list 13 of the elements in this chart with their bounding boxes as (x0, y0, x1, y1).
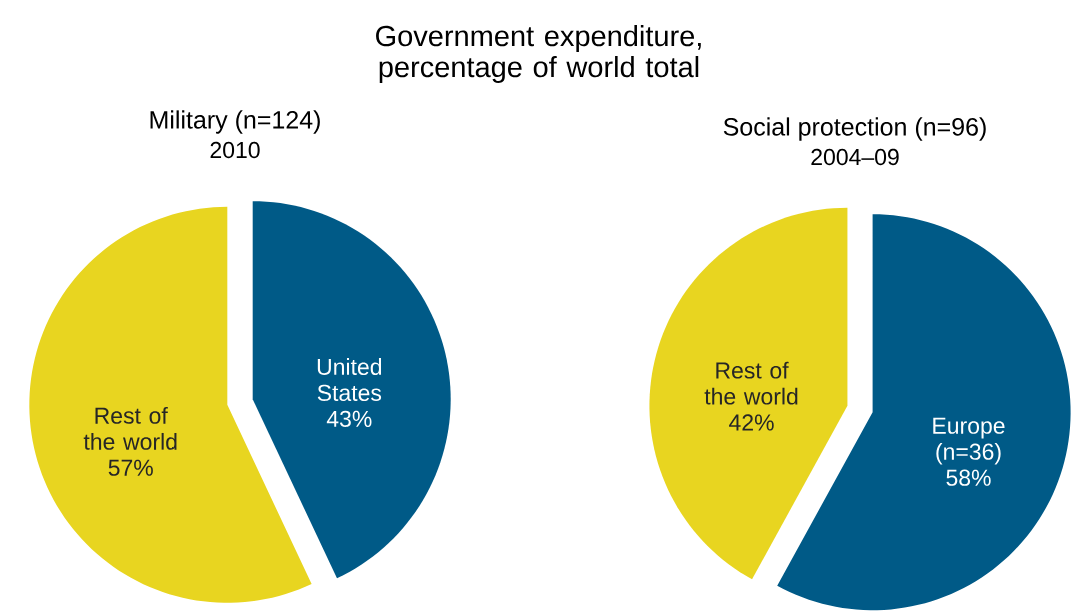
chart-title: Military (n=124) (150, 110, 320, 134)
data-label: 43% (326, 410, 372, 428)
slice-label: Rest of the world (83, 406, 177, 450)
data-label: 57% (108, 459, 153, 476)
chart-subtitle: 2004–09 (811, 148, 899, 166)
data-label: 58% (946, 469, 991, 486)
text: Government expenditure, percentage of world total (376, 24, 701, 84)
chart-title: Social protection (n=96) (723, 117, 986, 141)
data-label: 42% (729, 414, 774, 431)
slice-label: United States (317, 358, 382, 402)
slice-label: Europe (n=36) (933, 417, 1005, 465)
slice-label: Rest of the world (704, 361, 798, 405)
chart-subtitle: 2010 (210, 141, 260, 159)
